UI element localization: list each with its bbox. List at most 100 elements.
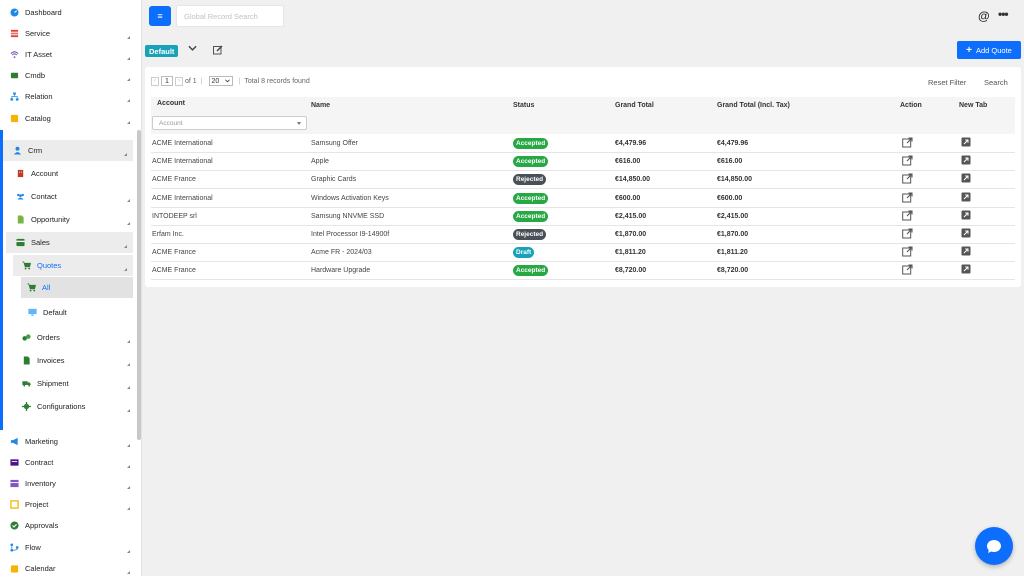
sidebar-item-relation[interactable]: Relation — [0, 86, 136, 107]
prev-page-icon[interactable]: ‹ — [151, 76, 159, 86]
sidebar-item-project[interactable]: Project — [0, 494, 136, 515]
column-header-account[interactable]: Account — [157, 100, 185, 107]
open-record-icon[interactable] — [902, 246, 914, 258]
table-row[interactable]: INTODEEP srl Samsung NNVME SSD Accepted €2,… — [151, 208, 1015, 226]
pager-divider: | — [238, 77, 241, 85]
chevron-down-icon[interactable] — [188, 44, 197, 54]
sidebar-item-label: Crm — [28, 146, 43, 155]
open-record-icon[interactable] — [902, 173, 914, 185]
new-tab-icon[interactable] — [961, 264, 973, 276]
sidebar-item-dashboard[interactable]: Dashboard — [0, 2, 136, 23]
sidebar-item-invoices[interactable]: Invoices — [0, 350, 136, 371]
sidebar-item-orders[interactable]: Orders — [0, 327, 136, 348]
crm-section-indicator — [0, 130, 3, 430]
cell-account: ACME France — [152, 249, 196, 257]
page-count-label: of 1 — [185, 77, 197, 85]
table-row[interactable]: ACME France Graphic Cards Rejected €14,850.… — [151, 171, 1015, 190]
new-tab-icon[interactable] — [961, 210, 973, 222]
sidebar-item-service[interactable]: Service — [0, 23, 136, 44]
table-row[interactable]: Erfam Inc. Intel Processor I9-14900f Rejec… — [151, 226, 1015, 244]
file-icon — [16, 215, 25, 224]
plus-icon: + — [966, 44, 972, 56]
sidebar-item-contract[interactable]: Contract — [0, 452, 136, 473]
search-button[interactable]: Search — [984, 78, 1008, 87]
sidebar-item-calendar[interactable]: Calendar — [0, 558, 136, 576]
records-panel: ‹ 1 › of 1 | 20 | Total 8 records found … — [145, 67, 1021, 287]
table-row[interactable]: ACME International Apple Accepted €616.00 €6… — [151, 153, 1015, 172]
column-header-status[interactable]: Status — [513, 102, 535, 109]
account-filter-select[interactable]: Account — [152, 116, 307, 130]
sidebar-item-cmdb[interactable]: Cmdb — [0, 65, 136, 86]
new-tab-icon[interactable] — [961, 228, 973, 240]
flow-icon — [10, 543, 19, 552]
status-badge: Accepted — [513, 265, 549, 277]
invoice-icon — [22, 356, 31, 365]
sidebar-item-catalog[interactable]: Catalog — [0, 108, 136, 129]
table-row[interactable]: ACME International Samsung Offer Accepted €… — [151, 135, 1015, 153]
sidebar-item-all[interactable]: All — [21, 277, 133, 298]
chevron-icon — [127, 465, 130, 468]
page-number-input[interactable]: 1 — [161, 76, 173, 86]
global-search-input[interactable]: Global Record Search — [176, 5, 284, 27]
chevron-icon — [124, 153, 127, 156]
column-header-name[interactable]: Name — [311, 102, 331, 109]
sidebar-item-label: Sales — [31, 238, 50, 247]
more-options-icon[interactable]: ••• — [998, 7, 1009, 21]
menu-toggle-button[interactable]: ≡ — [149, 6, 171, 26]
sidebar-scrollbar[interactable] — [137, 130, 141, 440]
mention-icon[interactable]: @ — [978, 9, 990, 23]
sidebar-item-sales[interactable]: Sales — [6, 232, 133, 253]
chevron-icon — [127, 340, 130, 343]
column-header-grand-total-tax[interactable]: Grand Total (Incl. Tax) — [717, 102, 790, 109]
sidebar-item-quotes[interactable]: Quotes — [13, 255, 133, 276]
new-tab-icon[interactable] — [961, 155, 973, 167]
open-record-icon[interactable] — [902, 137, 914, 149]
sidebar-item-it-asset[interactable]: IT Asset — [0, 44, 136, 65]
pager-divider: | — [200, 77, 203, 85]
sidebar-item-configurations[interactable]: Configurations — [0, 396, 136, 417]
open-record-icon[interactable] — [902, 210, 914, 222]
table-row[interactable]: ACME International Windows Activation Key… — [151, 190, 1015, 208]
edit-view-icon[interactable] — [213, 45, 223, 57]
new-tab-icon[interactable] — [961, 137, 973, 149]
sidebar-item-opportunity[interactable]: Opportunity — [0, 209, 136, 230]
cell-grand-total-tax: €1,811.20 — [717, 249, 748, 257]
sidebar-item-marketing[interactable]: Marketing — [0, 431, 136, 452]
open-record-icon[interactable] — [902, 264, 914, 276]
wifi-icon — [10, 50, 19, 59]
cell-grand-total-tax: €14,850.00 — [717, 176, 753, 184]
sidebar-item-inventory[interactable]: Inventory — [0, 473, 136, 494]
column-header-new-tab: New Tab — [959, 102, 988, 109]
table-row[interactable]: ACME France Acme FR - 2024/03 Draft €1,811.… — [151, 244, 1015, 263]
new-tab-icon[interactable] — [961, 246, 973, 258]
page-size-select[interactable]: 20 — [208, 76, 233, 86]
table-row[interactable]: ACME France Hardware Upgrade Accepted €8,72… — [151, 262, 1015, 281]
sidebar: Dashboard Service IT Asset Cmdb Relation… — [0, 0, 142, 576]
sidebar-item-approvals[interactable]: Approvals — [0, 515, 136, 536]
add-quote-button[interactable]: + Add Quote — [957, 41, 1021, 59]
chat-button[interactable] — [975, 527, 1013, 565]
cell-grand-total: €600.00 — [615, 194, 641, 202]
view-selector-badge[interactable]: Default — [145, 45, 179, 57]
new-tab-icon[interactable] — [961, 192, 973, 204]
open-record-icon[interactable] — [902, 192, 914, 204]
chevron-icon — [127, 36, 130, 39]
chevron-icon — [127, 57, 130, 60]
reset-filter-button[interactable]: Reset Filter — [928, 78, 967, 87]
sidebar-item-account[interactable]: Account — [0, 163, 136, 184]
next-page-icon[interactable]: › — [175, 76, 183, 86]
sidebar-item-flow[interactable]: Flow — [0, 537, 136, 558]
column-header-grand-total[interactable]: Grand Total — [615, 102, 654, 109]
sidebar-item-crm[interactable]: Crm — [3, 140, 133, 161]
chat-bubble-icon — [987, 539, 1001, 553]
sidebar-item-shipment[interactable]: Shipment — [0, 373, 136, 394]
sidebar-item-contact[interactable]: Contact — [0, 186, 136, 207]
cell-account: Erfam Inc. — [152, 231, 184, 238]
sidebar-item-label: Calendar — [25, 564, 56, 573]
new-tab-icon[interactable] — [961, 173, 973, 185]
chevron-icon — [127, 121, 130, 124]
sidebar-item-default[interactable]: Default — [0, 302, 136, 323]
cell-grand-total-tax: €4,479.96 — [717, 140, 749, 147]
open-record-icon[interactable] — [902, 155, 914, 167]
open-record-icon[interactable] — [902, 228, 914, 240]
